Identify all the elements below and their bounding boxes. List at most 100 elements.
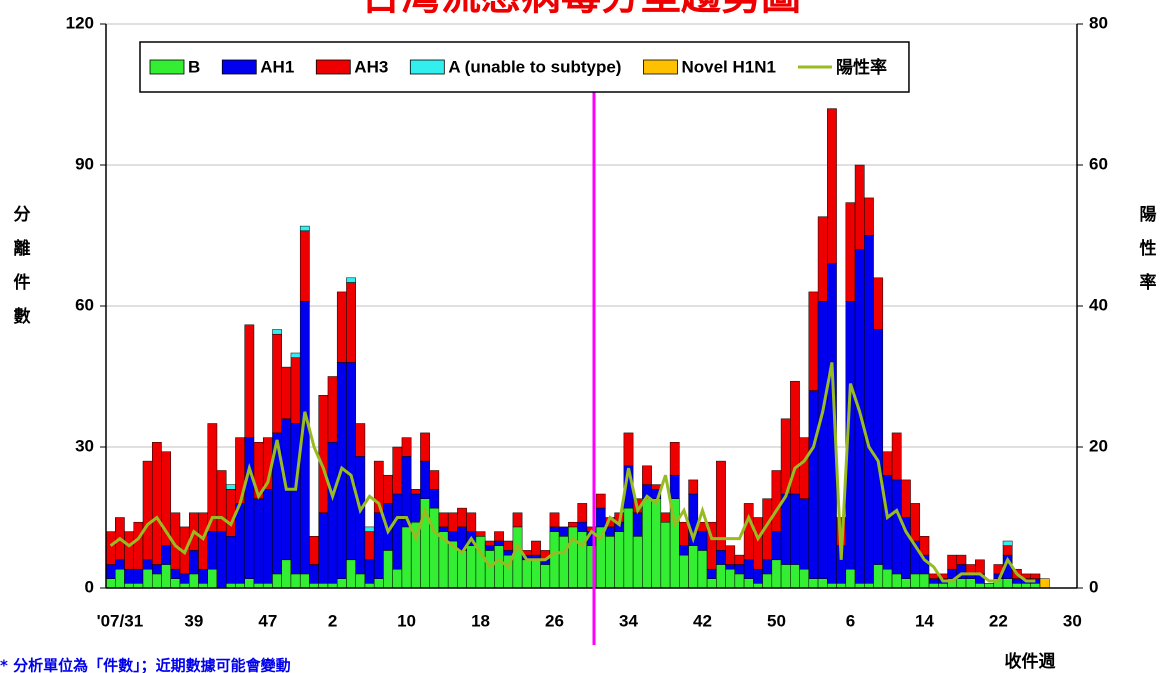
bar-segment (392, 568, 403, 589)
bar-segment (170, 578, 181, 589)
bar-segment (262, 489, 273, 584)
bar-segment (956, 554, 967, 565)
legend-box (139, 41, 910, 93)
bar-segment (651, 498, 662, 589)
bar-segment (595, 493, 606, 509)
bar-segment (623, 432, 634, 467)
bar-segment (133, 521, 144, 570)
bar-segment (799, 568, 810, 589)
bar-segment (716, 550, 726, 565)
bar-segment (901, 479, 911, 518)
bar-segment (808, 291, 819, 391)
bar-segment (383, 474, 393, 504)
legend-swatch (149, 59, 185, 75)
bar-segment (771, 531, 782, 561)
bar-segment (762, 573, 773, 589)
bar-segment (965, 578, 976, 589)
bar-segment (743, 559, 754, 579)
bar-segment (882, 568, 893, 589)
bar-segment (771, 559, 782, 589)
bar-segment (188, 550, 199, 575)
bar-segment (429, 507, 440, 589)
bar-segment (753, 517, 763, 570)
x-tick-label: 34 (619, 611, 638, 630)
x-tick-label: '07/31 (97, 611, 144, 630)
legend-swatch (409, 59, 445, 75)
bar-segment (272, 573, 282, 589)
bar-segment (549, 531, 560, 589)
bar-segment (429, 489, 440, 509)
bar-segment (716, 460, 726, 551)
bar-segment (364, 526, 375, 532)
bar-segment (309, 564, 319, 584)
bar-segment (355, 423, 366, 457)
x-tick-label: 26 (545, 611, 564, 630)
legend-swatch (315, 59, 351, 75)
bar-segment (891, 573, 902, 589)
bar-segment (392, 493, 403, 570)
x-tick-label: 14 (915, 611, 934, 630)
bar-segment (484, 550, 495, 589)
bar-segment (845, 202, 856, 302)
bar-segment (383, 550, 393, 589)
axis-label-text: 陽性率 (1140, 205, 1157, 293)
bar-segment (799, 498, 810, 570)
bar-segment (669, 442, 680, 476)
x-tick-label: 30 (1063, 611, 1082, 630)
bar-segment (318, 512, 329, 584)
bar-segment (790, 564, 800, 589)
footnote: * 分析單位為「件數」；近期數據可能會變動 (0, 657, 291, 673)
bar-segment (873, 329, 884, 565)
bar-segment (780, 493, 791, 565)
bar-segment (891, 479, 902, 575)
y-axis-label: 分離件數 (14, 205, 31, 327)
x-tick-label: 47 (258, 611, 277, 630)
bar-segment (225, 484, 236, 490)
bar-segment (928, 573, 939, 579)
bar-segment (725, 545, 736, 565)
bar-segment (531, 559, 541, 589)
bar-segment (734, 554, 745, 565)
bar-segment (133, 568, 144, 584)
bar-segment (623, 507, 634, 589)
bar-segment (725, 564, 736, 570)
bar-segment (540, 564, 551, 589)
y-tick-label: 60 (75, 295, 94, 314)
bar-segment (410, 489, 421, 495)
y2-tick-label: 0 (1089, 577, 1098, 596)
legend-swatch (643, 59, 678, 75)
bar-segment (457, 507, 467, 528)
bar-segment (105, 564, 116, 579)
bar-segment (142, 460, 153, 561)
bar-segment (845, 568, 856, 589)
bar-segment (790, 493, 800, 565)
bar-segment (161, 564, 171, 589)
bar-segment (595, 507, 606, 528)
bar-segment (207, 531, 218, 570)
bar-segment (799, 437, 810, 499)
legend: B AH1 AH3 A (unable to subtype) Novel H1N1 陽性… (139, 41, 910, 93)
bar-segment (642, 498, 652, 589)
bar-segment (1002, 578, 1013, 589)
bar-segment (864, 197, 874, 236)
bar-segment (882, 451, 893, 476)
bar-segment (521, 559, 532, 589)
bar-segment (225, 536, 236, 584)
bar-segment (429, 470, 440, 490)
bar-segment (244, 437, 255, 579)
y2-tick-label: 60 (1089, 154, 1108, 173)
y2-tick-label: 20 (1089, 436, 1108, 455)
bar-segment (253, 498, 264, 584)
bar-segment (244, 578, 255, 589)
bar-segment (679, 521, 689, 546)
bar-segment (151, 573, 162, 589)
bar-segment (762, 559, 773, 575)
axis-label-text: 分離件數 (14, 205, 31, 327)
bar-segment (780, 564, 791, 589)
bar-segment (919, 536, 930, 556)
x-tick-label: 22 (989, 611, 1008, 630)
y-tick-label: 0 (85, 577, 94, 596)
bar-segment (669, 474, 680, 499)
bar-segment (475, 536, 486, 589)
